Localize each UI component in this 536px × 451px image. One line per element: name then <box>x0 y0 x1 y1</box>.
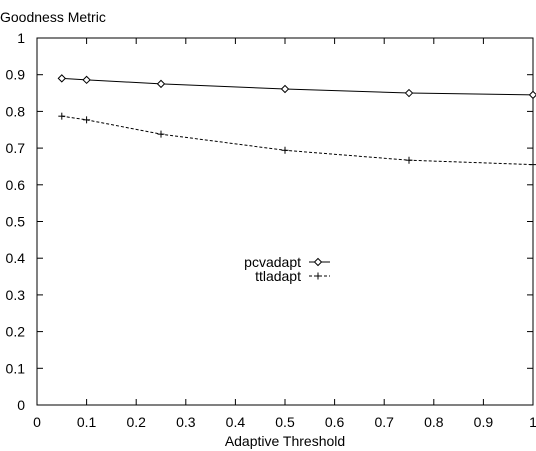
x-axis-label: Adaptive Threshold <box>225 433 345 449</box>
axis-ticks: 0 0.1 0.2 0.3 0.4 0.5 0.6 0.7 0.8 0.9 1 0 0.1 0.2 0.3 0… <box>6 30 536 430</box>
data-point-ttladapt <box>281 146 289 154</box>
y-tick-label: 0.8 <box>6 103 26 119</box>
legend-label-ttladapt: ttladapt <box>255 268 301 284</box>
y-tick-label: 0.5 <box>6 214 26 230</box>
x-tick-label: 1 <box>529 414 536 430</box>
series-line-pcvadapt <box>61 77 534 96</box>
data-point-pcvadapt <box>528 90 536 100</box>
x-tick-label: 0.3 <box>176 414 196 430</box>
x-tick-label: 0.4 <box>226 414 246 430</box>
data-point-pcvadapt <box>57 74 67 83</box>
data-point-ttladapt <box>157 130 165 138</box>
legend-marker-ttladapt <box>314 272 322 280</box>
y-tick-label: 0.4 <box>6 250 26 266</box>
data-point-ttladapt <box>405 156 413 164</box>
x-tick-label: 0.6 <box>325 414 345 430</box>
series-layer <box>57 74 536 169</box>
data-point-ttladapt <box>58 112 66 120</box>
data-point-pcvadapt <box>156 79 166 89</box>
data-point-pcvadapt <box>280 84 290 94</box>
x-tick-label: 0.9 <box>474 414 494 430</box>
legend-marker-pcvadapt <box>313 257 323 267</box>
data-point-ttladapt <box>529 161 536 169</box>
y-tick-label: 0.6 <box>6 177 26 193</box>
x-tick-label: 0 <box>33 414 41 430</box>
y-tick-label: 0.2 <box>6 324 26 340</box>
y-tick-label: 0.9 <box>6 67 26 83</box>
x-tick-label: 0.8 <box>424 414 444 430</box>
legend-label-pcvadapt: pcvadapt <box>244 254 301 270</box>
y-axis-label: Goodness Metric <box>0 9 106 25</box>
y-tick-label: 0.1 <box>6 360 26 376</box>
x-tick-label: 0.2 <box>126 414 146 430</box>
y-tick-label: 0.7 <box>6 140 26 156</box>
y-tick-label: 1 <box>17 30 25 46</box>
data-point-ttladapt <box>83 116 91 124</box>
data-point-pcvadapt <box>82 75 91 85</box>
y-tick-label: 0.3 <box>6 287 26 303</box>
data-point-pcvadapt <box>404 88 414 98</box>
x-tick-label: 0.7 <box>374 414 394 430</box>
y-tick-label: 0 <box>17 397 25 413</box>
series-line-ttladapt <box>61 115 534 166</box>
x-tick-label: 0.1 <box>77 414 97 430</box>
x-tick-label: 0.5 <box>275 414 295 430</box>
